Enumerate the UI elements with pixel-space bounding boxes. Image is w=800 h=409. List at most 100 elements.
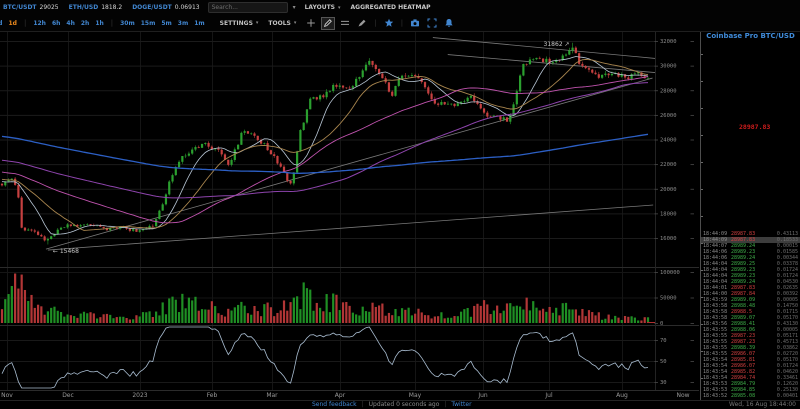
brush-tool-icon[interactable] bbox=[355, 17, 369, 30]
pencil-tool-icon[interactable] bbox=[321, 16, 336, 30]
trade-price: 28985.82 bbox=[731, 369, 756, 375]
ticker-price: 0.06913 bbox=[174, 4, 200, 11]
time-axis-label: Mar bbox=[266, 392, 278, 399]
trade-price: 28989.23 bbox=[731, 273, 756, 279]
trade-time: 18:43:54 bbox=[703, 363, 728, 369]
trade-time: 18:43:55 bbox=[703, 333, 728, 339]
trade-row: 18:43:54 28986.07 0.01724 bbox=[701, 363, 800, 369]
trade-feed: 18:44:09 28987.83 0.43113 18:44:09 28987.83 0… bbox=[701, 231, 800, 399]
trade-price: 28989.24 bbox=[731, 243, 756, 249]
volume-series bbox=[0, 273, 650, 323]
price-tick-label: 26000 bbox=[660, 113, 677, 119]
trade-time: 18:44:04 bbox=[703, 267, 728, 273]
camera-icon[interactable] bbox=[408, 17, 422, 30]
trade-row: 18:43:52 28985.08 0.00401 bbox=[701, 393, 800, 399]
trade-price: 28988.48 bbox=[731, 303, 756, 309]
timeframe-button-30m[interactable]: 30m bbox=[120, 19, 135, 27]
timeframe-button-1m[interactable]: 1m bbox=[194, 19, 205, 27]
chevron-down-icon[interactable]: ▾ bbox=[292, 4, 296, 11]
rsi-line bbox=[1, 326, 649, 389]
trade-size: 0.05170 bbox=[776, 315, 798, 321]
timeframe-button-2h[interactable]: 2h bbox=[80, 19, 90, 27]
trade-time: 18:44:04 bbox=[703, 261, 728, 267]
time-axis-label: Apr bbox=[335, 392, 346, 399]
timeframe-button-1h[interactable]: 1h bbox=[95, 19, 104, 27]
last-price-label: 28987.83 bbox=[739, 123, 771, 131]
status-links: Send feedback | Updated 0 seconds ago | … bbox=[312, 401, 472, 409]
trade-row: 18:44:04 28989.25 0.03378 bbox=[701, 261, 800, 267]
trade-size: 0.05171 bbox=[776, 333, 798, 339]
trade-price: 28984.85 bbox=[731, 387, 756, 393]
low-annotation: ← 15468 bbox=[53, 248, 79, 255]
timeframe-button-5m[interactable]: 5m bbox=[161, 19, 172, 27]
trade-price: 28984.74 bbox=[731, 375, 756, 381]
ticker[interactable]: DOGE/USDT 0.06913 bbox=[132, 4, 199, 11]
price-tick-label: 20000 bbox=[660, 187, 677, 193]
plus-icon[interactable] bbox=[304, 17, 318, 30]
settings-menu[interactable]: SETTINGS ▾ bbox=[220, 20, 259, 27]
trade-time: 18:43:54 bbox=[703, 357, 728, 363]
divider: | bbox=[400, 19, 404, 27]
ticker[interactable]: ETH/USD 1818.2 bbox=[69, 4, 123, 11]
trade-size: 0.43113 bbox=[776, 231, 798, 237]
ticker-price: 29025 bbox=[39, 4, 59, 11]
updated-status: Updated 0 seconds ago bbox=[368, 401, 440, 408]
trade-time: 18:44:01 bbox=[703, 285, 728, 291]
trade-size: 0.14750 bbox=[776, 303, 798, 309]
trade-row: 18:44:09 28987.83 0.43113 bbox=[701, 231, 800, 237]
ticker-price: 1818.2 bbox=[101, 4, 123, 11]
moving-averages bbox=[1, 56, 649, 235]
trade-time: 18:44:04 bbox=[703, 279, 728, 285]
trade-price: 28984.79 bbox=[731, 381, 756, 387]
trade-row: 18:43:55 28987.23 0.05171 bbox=[701, 333, 800, 339]
rsi-tick-label: 50 bbox=[660, 359, 667, 365]
horizontal-line-tool-icon[interactable] bbox=[338, 17, 352, 30]
search-input[interactable] bbox=[207, 2, 288, 13]
twitter-link[interactable]: Twitter bbox=[451, 401, 472, 408]
timeframe-button-3m[interactable]: 3m bbox=[177, 19, 189, 27]
trade-row: 18:43:56 28988.41 0.43130 bbox=[701, 321, 800, 327]
timeframe-button-6h[interactable]: 6h bbox=[51, 19, 61, 27]
trade-size: 0.05170 bbox=[776, 357, 798, 363]
ticker-strip: BTC/USDT 29025 ETH/USD 1818.2 DOGE/USDT 0.069… bbox=[3, 4, 200, 11]
bell-icon[interactable] bbox=[442, 17, 456, 30]
trade-time: 18:43:55 bbox=[703, 351, 728, 357]
ticker-pair: BTC/USDT bbox=[3, 4, 37, 11]
send-feedback-link[interactable]: Send feedback bbox=[312, 401, 357, 408]
trade-row: 18:43:54 28985.81 0.05170 bbox=[701, 357, 800, 363]
trade-row: 18:44:04 28989.23 0.01724 bbox=[701, 273, 800, 279]
timeframe-button-1d[interactable]: 1d bbox=[8, 19, 17, 27]
timeframe-button-4h[interactable]: 4h bbox=[66, 19, 75, 27]
divider: | bbox=[374, 19, 377, 27]
ticker[interactable]: BTC/USDT 29025 bbox=[3, 4, 59, 11]
timeframe-button-12h[interactable]: 12h bbox=[33, 19, 46, 27]
trade-price: 28989.23 bbox=[731, 267, 756, 273]
trade-row: 18:44:00 28987.84 0.00392 bbox=[701, 291, 800, 297]
trade-price: 28985.81 bbox=[731, 357, 756, 363]
aggregated-heatmap-link[interactable]: AGGREGATED HEATMAP bbox=[350, 4, 431, 11]
trade-price: 28987.84 bbox=[731, 291, 756, 297]
trade-row: 18:43:54 28985.82 0.04620 bbox=[701, 369, 800, 375]
trade-row: 18:43:54 28984.74 0.33461 bbox=[701, 375, 800, 381]
trade-size: 0.00005 bbox=[776, 297, 798, 303]
trade-size: 0.02720 bbox=[776, 351, 798, 357]
trade-row: 18:44:09 28987.83 0.18533 bbox=[701, 237, 800, 243]
trade-time: 18:43:52 bbox=[703, 393, 728, 399]
timeframe-button-15m[interactable]: 15m bbox=[140, 19, 156, 27]
trade-price: 28989.24 bbox=[731, 255, 756, 261]
timeframe-button-3d[interactable]: 3d bbox=[0, 20, 3, 27]
trade-time: 18:43:53 bbox=[703, 381, 728, 387]
tools-menu[interactable]: TOOLS ▾ bbox=[268, 20, 296, 27]
trade-size: 0.00392 bbox=[776, 291, 798, 297]
volume-tick-label: 0 bbox=[660, 321, 663, 327]
trade-size: 0.02635 bbox=[776, 285, 798, 291]
trade-time: 18:43:58 bbox=[703, 309, 728, 315]
price-tick-label: 16000 bbox=[660, 236, 677, 242]
fullscreen-icon[interactable] bbox=[425, 17, 439, 30]
timeframe-selector: 3d 1d | 12h 6h 4h 2h 1h | 30m 15m 5m 3m 1m bbox=[0, 19, 206, 27]
layouts-menu[interactable]: LAYOUTS ▾ bbox=[305, 4, 341, 11]
star-icon[interactable] bbox=[382, 17, 396, 30]
trade-time: 18:44:00 bbox=[703, 291, 728, 297]
trade-time: 18:44:04 bbox=[703, 273, 728, 279]
